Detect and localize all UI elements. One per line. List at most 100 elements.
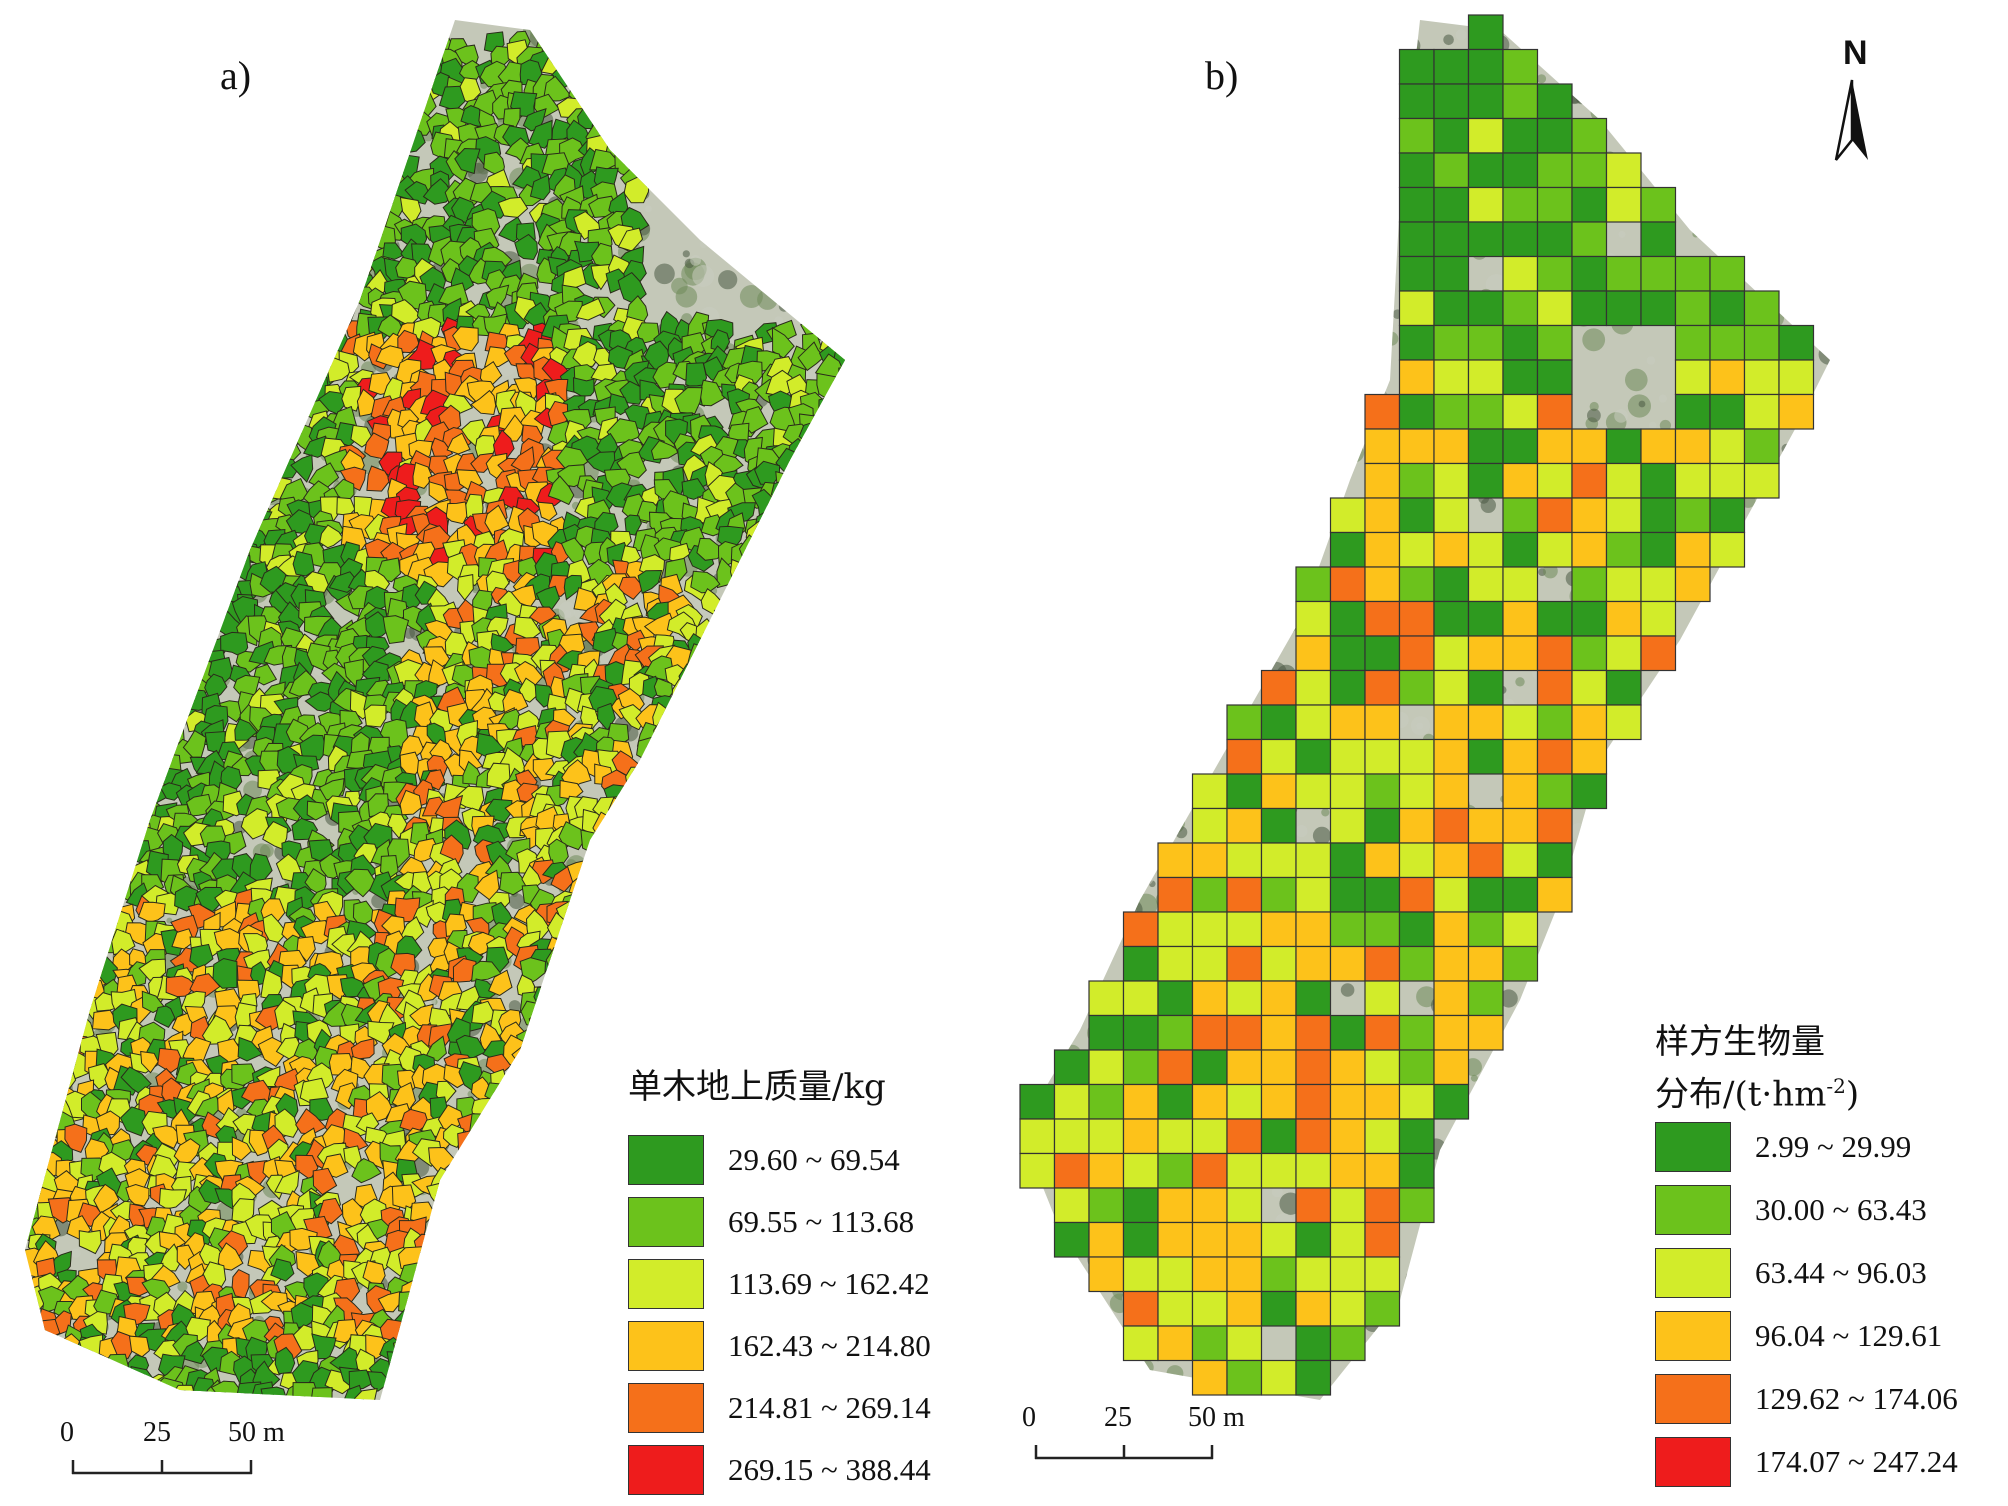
tree-crown [623,1024,647,1054]
tree-crown [699,905,723,930]
tree-crown [242,374,269,396]
tree-crown [127,251,155,277]
tree-crown [789,761,819,793]
imagery-texture [449,1384,467,1400]
tree-crown [724,984,752,1007]
imagery-texture [564,1039,586,1061]
imagery-texture [73,192,90,208]
tree-crown [695,998,725,1025]
imagery-texture [759,961,782,984]
tree-crown [34,689,63,717]
tree-crown [802,560,823,584]
imagery-texture [657,115,670,128]
tree-crown [820,765,842,790]
tree-crown [204,213,228,235]
imagery-texture [99,347,117,365]
tree-crown [780,525,810,552]
imagery-texture [488,1378,497,1386]
tree-crown [546,1181,574,1209]
imagery-texture [653,182,666,195]
tree-crown [580,48,610,70]
tree-crown [517,1219,545,1249]
tree-crown [727,1111,754,1138]
imagery-texture [686,994,697,1006]
tree-crown [88,259,113,292]
tree-crown [132,154,154,182]
imagery-texture [761,826,771,836]
tree-crown [32,545,60,570]
tree-crown [113,211,137,240]
tree-crown [261,424,294,447]
imagery-texture [29,323,44,338]
tree-crown [819,647,840,670]
imagery-texture [716,202,725,211]
imagery-texture [145,242,167,263]
tree-crown [30,863,62,883]
tree-crown [730,618,747,645]
imagery-texture [265,82,286,102]
imagery-texture [25,478,34,487]
tree-crown [770,645,798,669]
imagery-texture [25,312,31,320]
tree-crown [310,63,338,87]
tree-crown [731,962,758,994]
tree-crown [260,342,285,369]
imagery-texture [312,174,326,188]
imagery-texture [443,1374,466,1397]
imagery-texture [25,281,39,296]
tree-crown [479,1125,509,1151]
imagery-texture [84,150,92,158]
imagery-texture [177,22,199,43]
tree-crown [694,753,722,780]
tree-crown [33,742,61,767]
tree-crown [25,731,46,763]
tree-crown [171,571,196,595]
tree-crown [99,409,121,435]
tree-crown [828,598,845,625]
tree-crown [78,303,102,331]
imagery-texture [823,250,838,264]
tree-crown [279,303,304,325]
tree-crown [277,132,307,159]
tree-crown [566,1187,585,1219]
tree-crown [186,479,212,502]
tree-crown [175,451,202,480]
imagery-texture [790,559,810,578]
imagery-texture [452,1288,465,1302]
tree-crown [350,121,382,149]
tree-crown [38,574,66,596]
tree-crown [203,457,226,480]
imagery-texture [140,204,158,222]
tree-crown [621,880,645,912]
imagery-texture [488,1236,497,1245]
imagery-texture [90,586,98,594]
tree-crown [53,412,77,438]
tree-crown [724,946,753,972]
tree-crown [761,606,784,629]
imagery-texture [748,68,766,86]
tree-crown [171,62,199,89]
tree-crown [256,243,288,270]
imagery-texture [558,601,576,619]
tree-crown [310,278,335,300]
tree-crown [608,797,632,828]
tree-crown [755,553,780,584]
tree-crown [297,158,317,183]
tree-crown [625,839,650,869]
imagery-texture [42,686,57,702]
tree-crown [589,1218,618,1244]
tree-crown [203,509,230,534]
tree-crown [515,1096,542,1120]
tree-crown [39,558,73,583]
tree-crown [276,185,306,212]
tree-crown [789,938,812,961]
tree-crown [368,49,398,70]
tree-crown [696,1041,722,1066]
tree-crown [148,508,167,531]
imagery-texture [236,320,246,331]
tree-crown [134,454,164,481]
imagery-texture [157,49,171,63]
tree-crown [70,91,97,120]
imagery-texture [591,865,598,872]
tree-crown [605,1071,631,1097]
